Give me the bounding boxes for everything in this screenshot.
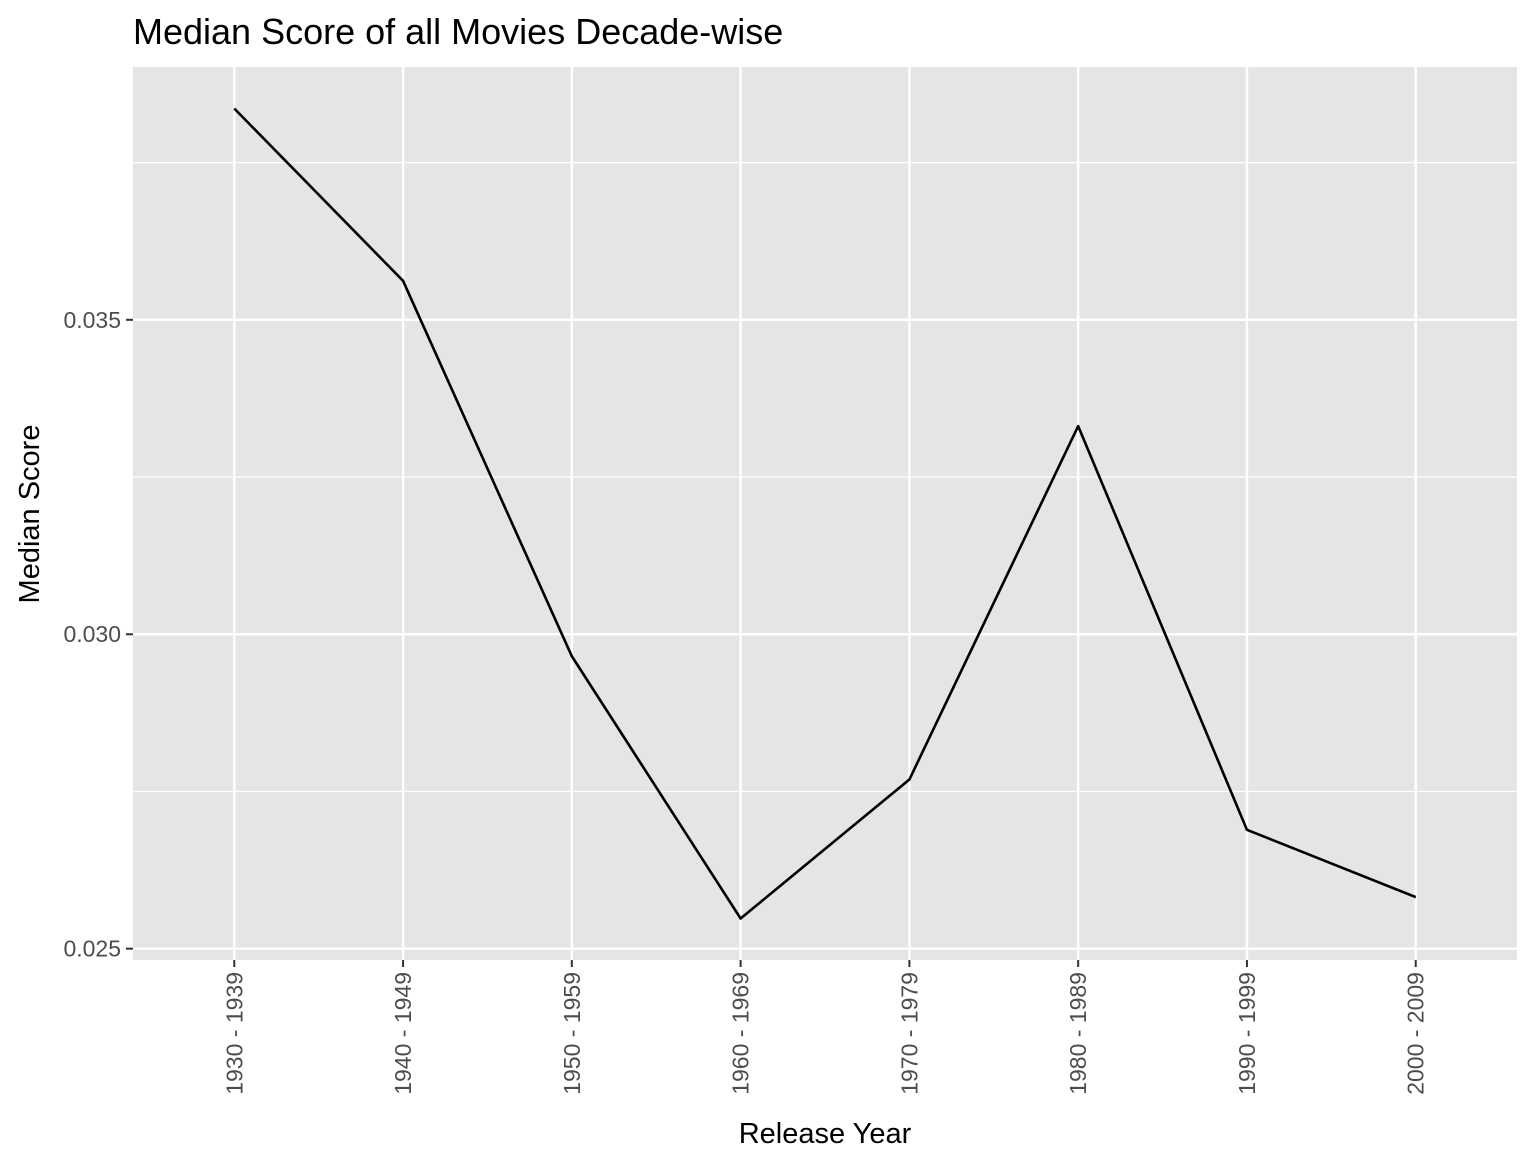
series-line (233, 107, 1417, 920)
x-axis: 1930 - 1939 1940 - 1949 1950 - 1959 1960 - … (221, 960, 1429, 1095)
y-tick-label: 0.025 (63, 936, 121, 962)
y-axis-title: Median Score (14, 425, 46, 604)
major-gridlines (133, 67, 1517, 960)
x-tick-label: 1960 - 1969 (728, 972, 754, 1095)
series-layer (233, 107, 1417, 920)
x-tick-label: 1930 - 1939 (221, 972, 247, 1095)
x-tick-label: 1940 - 1949 (390, 972, 416, 1095)
y-tick-label: 0.035 (63, 307, 121, 333)
x-tick-label: 1990 - 1999 (1234, 972, 1260, 1095)
x-axis-title: Release Year (739, 1118, 912, 1150)
x-tick-label: 2000 - 2009 (1403, 972, 1429, 1095)
x-tick-label: 1950 - 1959 (559, 972, 585, 1095)
plot-panel (133, 67, 1517, 960)
y-axis: 0.025 0.030 0.035 (63, 307, 133, 962)
chart-title: Median Score of all Movies Decade-wise (133, 11, 783, 52)
minor-gridlines (133, 161, 1517, 793)
x-tick-label: 1980 - 1989 (1065, 972, 1091, 1095)
y-tick-label: 0.030 (63, 621, 121, 647)
x-tick-label: 1970 - 1979 (896, 972, 922, 1095)
